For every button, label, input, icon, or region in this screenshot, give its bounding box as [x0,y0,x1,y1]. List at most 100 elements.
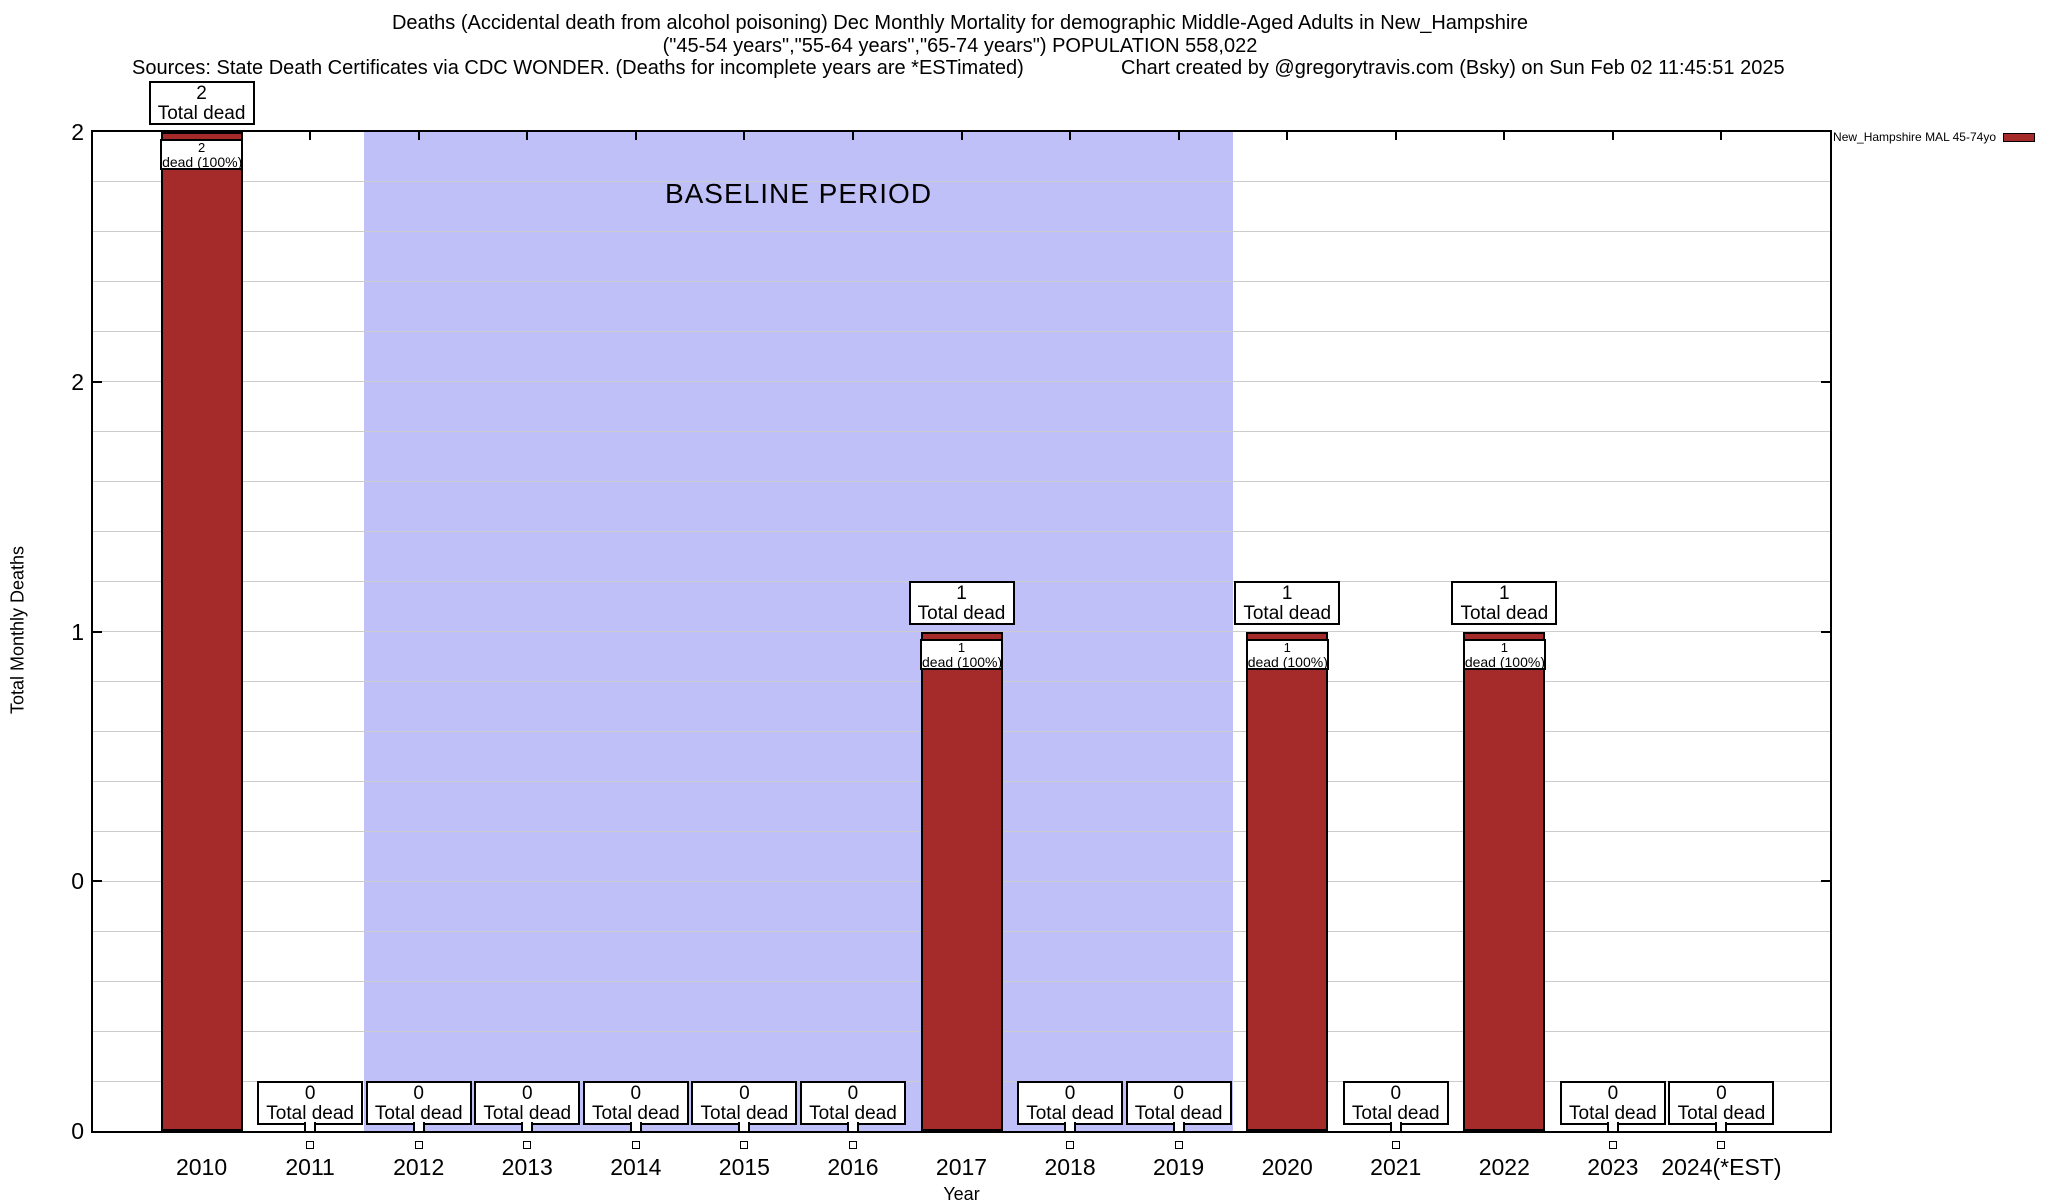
zero-total-label-2012: 0 Total dead [365,1081,472,1125]
x-tick-label-2019: 2019 [1153,1154,1205,1180]
x-tick-mark [1069,132,1072,140]
gridline [93,531,1830,533]
gridline [93,281,1830,283]
x-tick-mark [309,132,312,140]
gridline [93,231,1830,233]
x-tick-label-2020: 2020 [1261,1154,1313,1180]
zero-total-label-2018: 0 Total dead [1017,1081,1124,1125]
zero-total-label-2015: 0 Total dead [691,1081,798,1125]
zero-marker-2024 [1717,1141,1726,1149]
bar-2022 [1463,631,1546,1131]
bar-inner-label-2010: 2 dead (100%) [160,139,244,170]
zero-total-label-2023: 0 Total dead [1559,1081,1666,1125]
x-tick-label-2013: 2013 [501,1154,553,1180]
y-tick-label: 1 [71,618,84,645]
zero-label-tab-2016 [846,1122,859,1131]
legend: New_Hampshire MAL 45-74yo [1690,130,2035,144]
x-tick-label-2017: 2017 [935,1154,988,1180]
zero-marker-2011 [306,1141,315,1149]
x-tick-label-2015: 2015 [718,1154,770,1180]
y-tick-mark [1821,380,1830,383]
x-tick-label-2014: 2014 [610,1154,662,1180]
zero-marker-2018 [1066,1141,1075,1149]
bar-inner-label-2017: 1 dead (100%) [920,638,1003,670]
x-tick-label-2016: 2016 [827,1154,879,1180]
legend-series-label: New_Hampshire MAL 45-74yo [1833,130,1996,144]
x-tick-label-2022: 2022 [1478,1154,1530,1180]
y-tick-mark [1821,880,1830,883]
y-tick-mark [93,630,102,633]
y-tick-label: 2 [71,119,84,145]
bar-total-label-2017: 1 Total dead [908,580,1015,625]
bar-2017 [920,631,1003,1131]
chart-credit-note: Chart created by @gregorytravis.com (Bsk… [1121,57,1785,79]
x-tick-mark [851,132,854,140]
y-tick-mark [93,880,102,883]
zero-total-label-2014: 0 Total dead [582,1081,689,1125]
gridline [93,331,1830,333]
gridline [93,181,1830,183]
zero-marker-2013 [523,1141,532,1149]
bar-2010 [160,132,243,1131]
zero-label-tab-2015 [738,1122,751,1131]
gridline [93,481,1830,483]
baseline-period-label: BASELINE PERIOD [664,178,933,209]
bar-total-label-2022: 1 Total dead [1451,580,1558,625]
x-tick-mark [1503,132,1506,140]
zero-total-label-2011: 0 Total dead [257,1081,364,1125]
gridline [93,381,1830,383]
y-tick-label: 2 [71,368,84,395]
x-tick-mark [1286,132,1289,140]
x-tick-label-2010: 2010 [175,1154,228,1180]
x-tick-mark [634,132,637,140]
x-tick-mark [960,132,963,140]
zero-label-tab-2011 [304,1122,317,1131]
zero-label-tab-2024 [1715,1122,1728,1131]
x-tick-mark [1611,132,1614,140]
zero-marker-2012 [414,1141,423,1149]
x-axis-title: Year [943,1184,980,1200]
bar-total-label-2020: 1 Total dead [1234,580,1341,625]
y-axis-title: Total Monthly Deaths [7,545,28,715]
zero-label-tab-2019 [1172,1122,1185,1131]
x-tick-label-2011: 2011 [285,1154,335,1180]
x-tick-label-2012: 2012 [393,1154,445,1180]
x-tick-label-2018: 2018 [1044,1154,1096,1180]
bar-inner-label-2020: 1 dead (100%) [1245,638,1329,670]
x-tick-mark [1177,132,1180,140]
bar-inner-label-2022: 1 dead (100%) [1462,638,1546,670]
chart-title-line1: Deaths (Accidental death from alcohol po… [391,12,1529,34]
x-tick-mark [526,132,529,140]
x-tick-label-2023: 2023 [1587,1154,1639,1180]
y-tick-label: 0 [71,1118,84,1144]
zero-total-label-2019: 0 Total dead [1125,1081,1232,1125]
zero-label-tab-2012 [412,1122,425,1131]
x-tick-mark [417,132,420,140]
zero-total-label-2016: 0 Total dead [799,1081,906,1125]
zero-marker-2015 [740,1141,749,1149]
bar-2020 [1246,631,1329,1131]
x-tick-label-2021: 2021 [1370,1154,1422,1180]
y-tick-label: 0 [71,868,84,895]
zero-label-tab-2023 [1606,1122,1619,1131]
zero-total-label-2021: 0 Total dead [1342,1081,1449,1125]
bar-total-label-2010: 2 Total dead [148,81,255,125]
zero-marker-2023 [1608,1141,1617,1149]
legend-color-swatch [2003,132,2035,142]
zero-label-tab-2014 [629,1122,642,1131]
zero-marker-2021 [1391,1141,1400,1149]
x-tick-mark [743,132,746,140]
x-tick-mark [1720,132,1723,140]
zero-label-tab-2018 [1064,1122,1077,1131]
x-tick-label-2024: 2024(*EST) [1661,1154,1782,1180]
zero-label-tab-2013 [521,1122,534,1131]
chart-title-line2: ("45-54 years","55-64 years","65-74 year… [662,35,1258,57]
zero-marker-2019 [1174,1141,1183,1149]
zero-marker-2016 [848,1141,857,1149]
gridline [93,431,1830,433]
y-tick-mark [1821,630,1830,633]
chart-sources-note: Sources: State Death Certificates via CD… [132,57,1024,79]
zero-total-label-2024: 0 Total dead [1668,1081,1775,1125]
zero-marker-2014 [631,1141,640,1149]
